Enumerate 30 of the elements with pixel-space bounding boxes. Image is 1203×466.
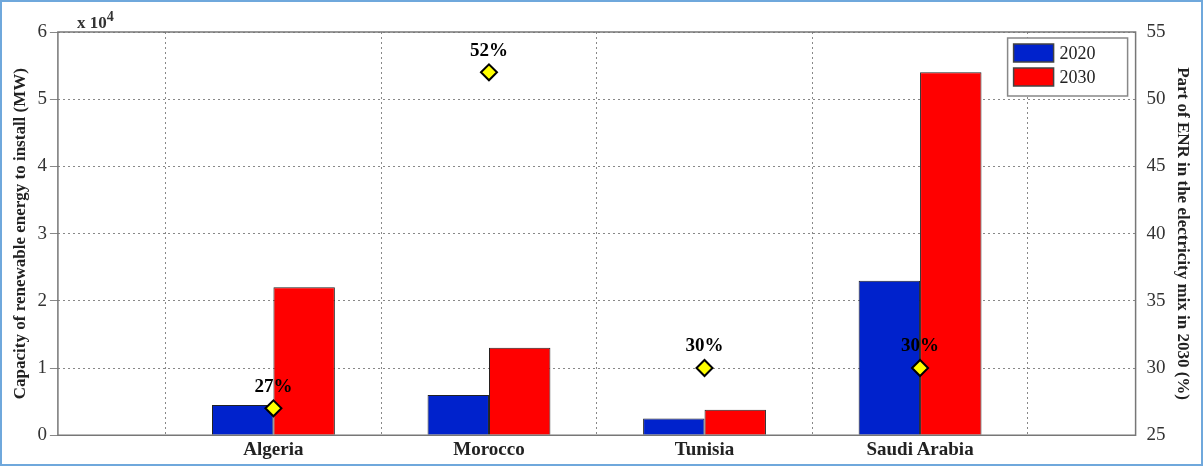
x-tick-label: Saudi Arabia <box>866 437 975 459</box>
y-axis-title: Capacity of renewable energy to install (MW) <box>9 68 29 400</box>
legend-label: 2020 <box>1059 42 1096 63</box>
y-tick-label: 6 <box>37 19 47 41</box>
data-label: 30% <box>685 334 724 356</box>
y2-tick-label: 35 <box>1146 288 1166 310</box>
point <box>911 359 930 377</box>
x-tick-label: Tunisia <box>674 437 735 459</box>
x-tick-label: Algeria <box>243 437 305 459</box>
y2-axis-title: Part of ENR in the electricity mix in 2030 (%) <box>1174 67 1194 401</box>
y-tick-label: 1 <box>37 355 47 377</box>
legend-label: 2030 <box>1059 66 1096 87</box>
data-label: 52% <box>469 38 508 60</box>
point <box>695 359 714 377</box>
point <box>264 399 283 418</box>
y2-tick-label: 55 <box>1146 19 1166 41</box>
y2-tick-label: 50 <box>1146 87 1166 109</box>
y-tick-label: 4 <box>37 154 48 176</box>
y2-tick-label: 25 <box>1146 423 1166 445</box>
y-tick-label: 3 <box>37 221 47 243</box>
text: x 10$^{4}$ <box>77 8 114 33</box>
y-tick-label: 5 <box>37 87 47 109</box>
y-tick-label: 2 <box>37 288 47 310</box>
x-tick-label: Morocco <box>453 437 525 459</box>
point <box>479 63 498 82</box>
data-label: 30% <box>901 334 940 356</box>
y-tick-label: 0 <box>37 423 47 445</box>
y2-tick-label: 45 <box>1146 154 1166 176</box>
y2-tick-label: 30 <box>1146 355 1166 377</box>
y2-tick-label: 40 <box>1146 221 1166 243</box>
